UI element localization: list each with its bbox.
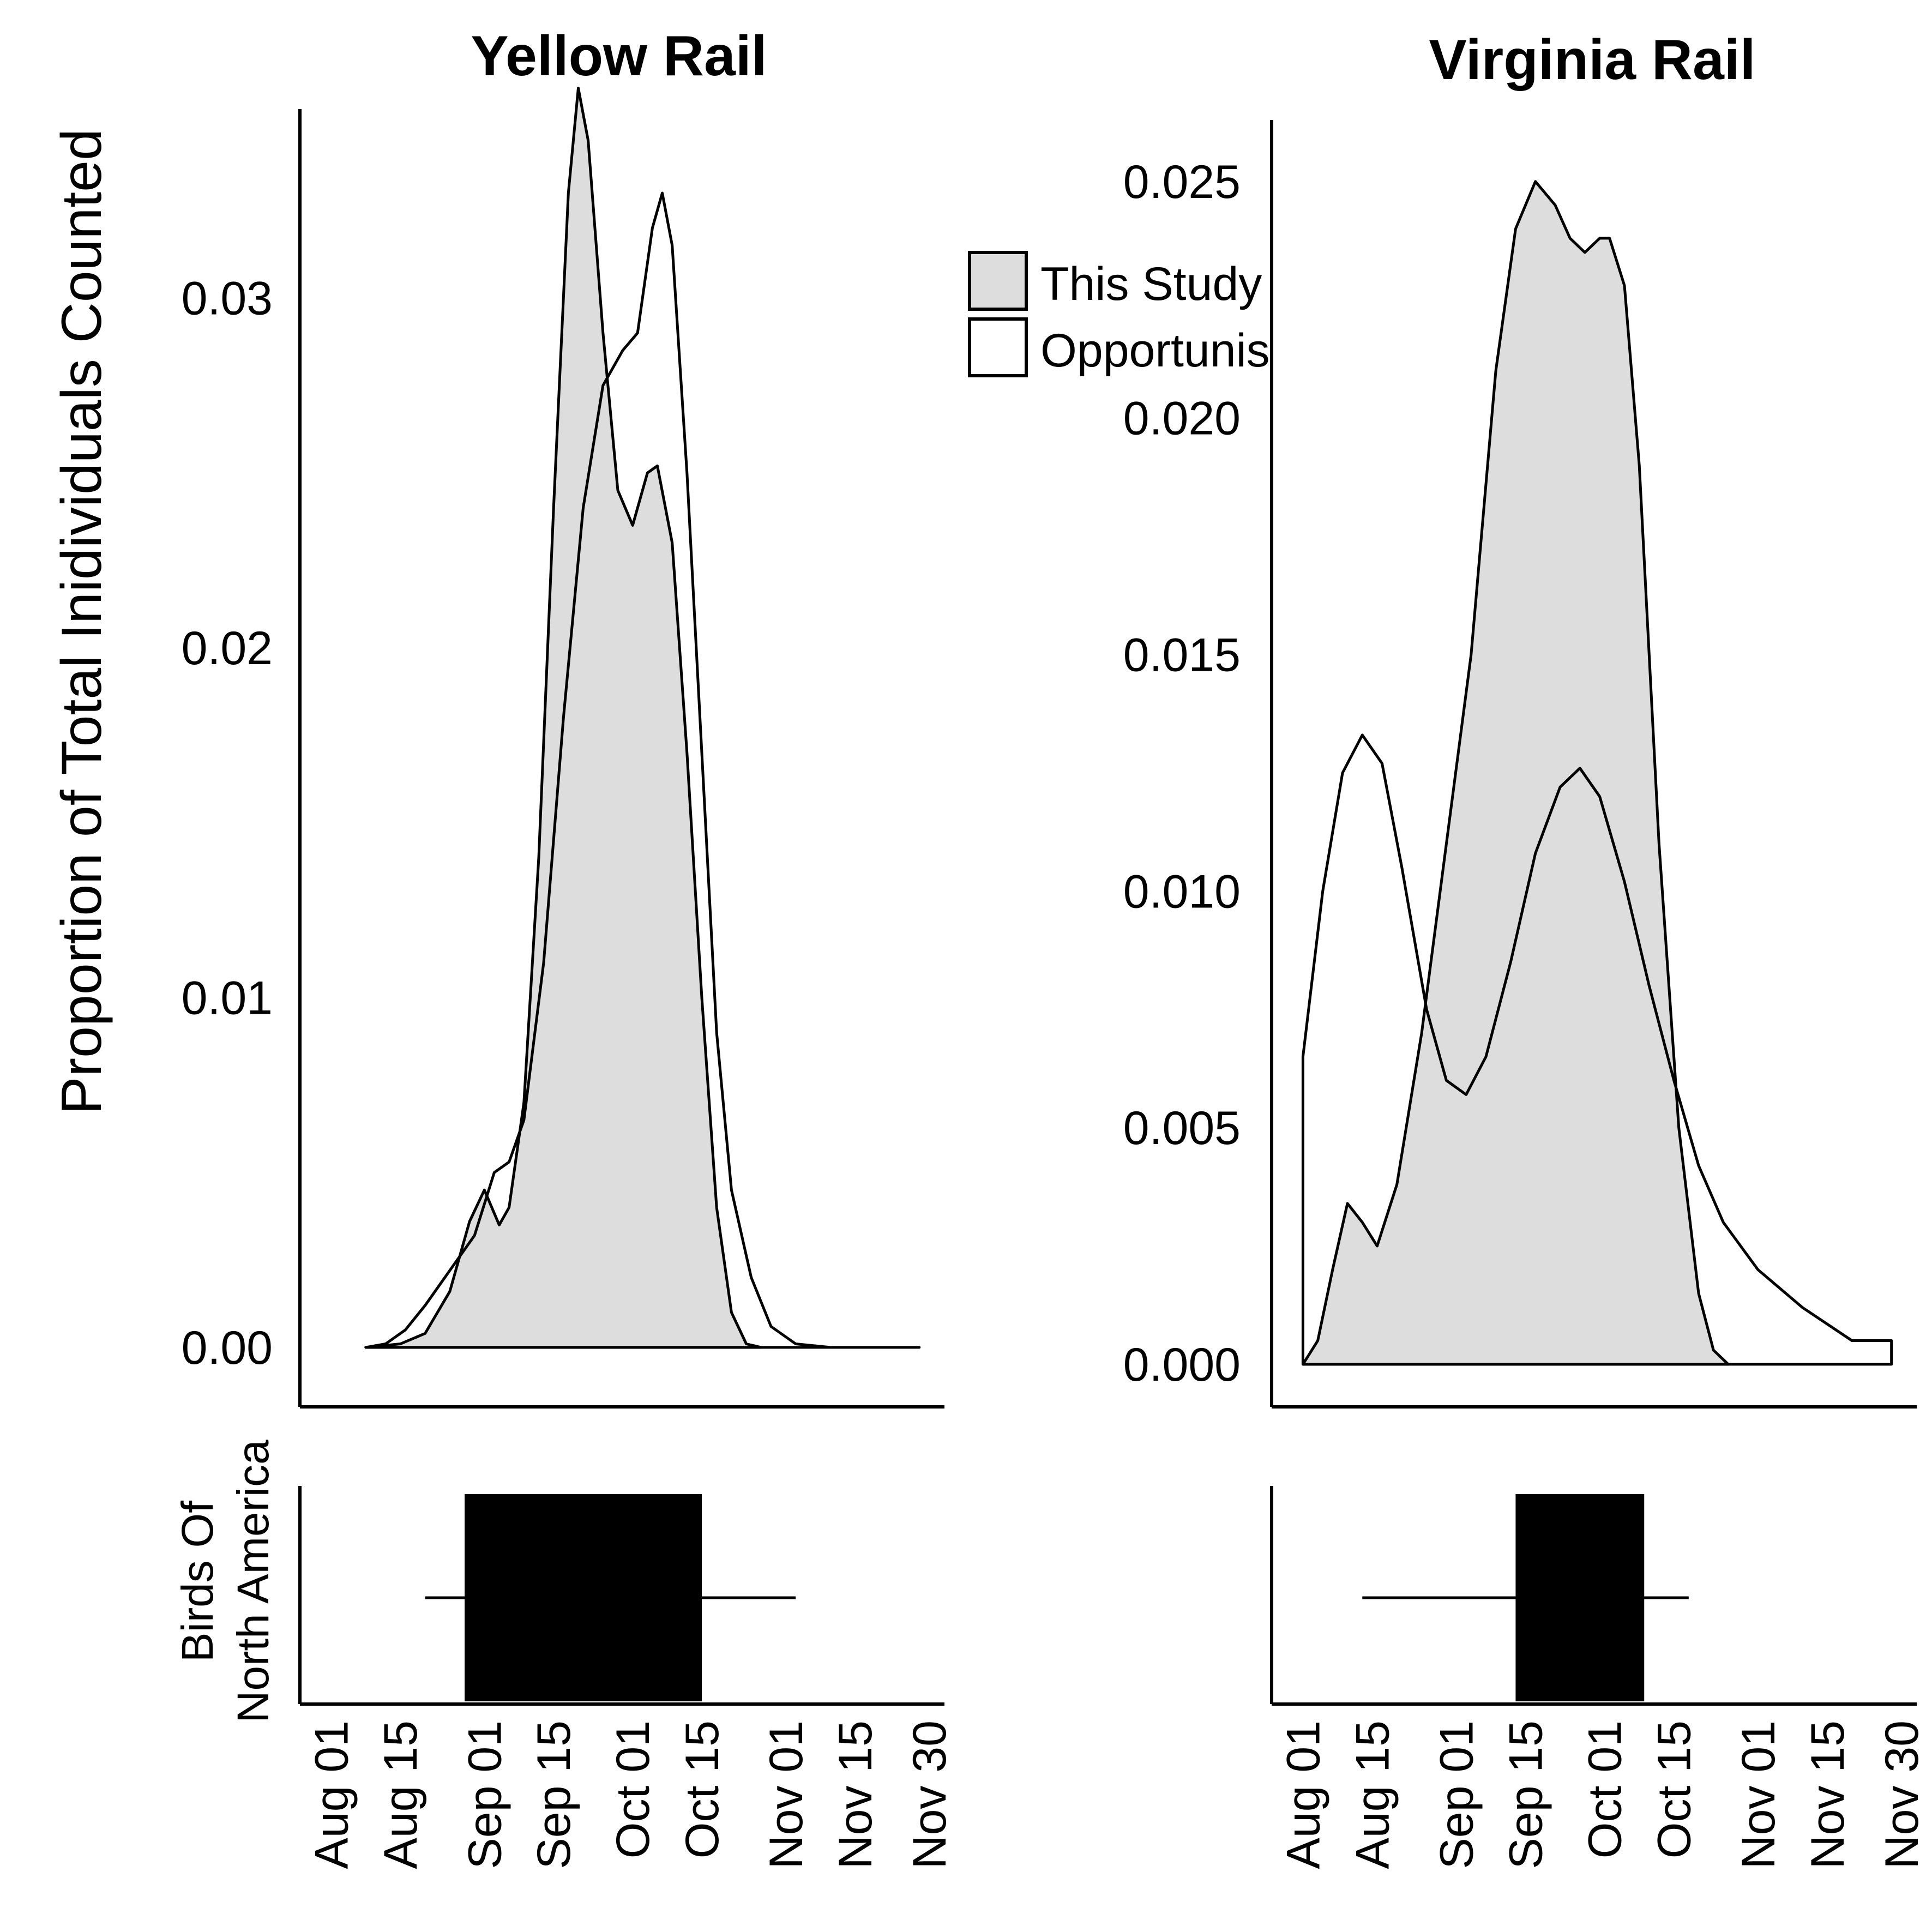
legend-swatch-opportunistic bbox=[968, 317, 1028, 377]
legend: This Study Opportunistic bbox=[968, 251, 1317, 377]
x-tick-label: Aug 15 bbox=[375, 1720, 427, 1869]
x-tick-label: Sep 01 bbox=[459, 1720, 511, 1869]
x-tick-label: Sep 15 bbox=[1500, 1720, 1552, 1869]
x-ticks-yellow-rail: Aug 01 Aug 15 Sep 01 Sep 15 Oct 01 Oct 15 Nov … bbox=[305, 1720, 956, 1869]
y-tick-label: 0.020 bbox=[1123, 393, 1241, 445]
x-tick-label: Oct 15 bbox=[1648, 1720, 1701, 1858]
y-tick-label: 0.000 bbox=[1123, 1339, 1241, 1391]
density-this-study-virginia-rail bbox=[1301, 180, 1730, 1366]
x-tick-label: Oct 01 bbox=[1579, 1720, 1632, 1858]
y-tick-label: 0.00 bbox=[182, 1322, 273, 1374]
x-tick-label: Nov 30 bbox=[904, 1720, 956, 1869]
density-opportunistic-yellow-rail bbox=[364, 191, 921, 1349]
x-tick-label: Nov 01 bbox=[760, 1720, 812, 1869]
x-tick-label: Nov 15 bbox=[1802, 1720, 1854, 1869]
range-box-rect-virginia-rail bbox=[1515, 1494, 1645, 1701]
y-tick-label: 0.03 bbox=[182, 272, 273, 324]
y-ticks-virginia-rail: 0.000 0.005 0.010 0.015 0.020 0.025 bbox=[1123, 156, 1241, 1391]
legend-label-this-study: This Study bbox=[1040, 258, 1262, 310]
x-ticks-virginia-rail: Aug 01 Aug 15 Sep 01 Sep 15 Oct 01 Oct 15 Nov … bbox=[1277, 1720, 1928, 1869]
density-opportunistic-virginia-rail bbox=[1301, 733, 1893, 1366]
x-tick-label: Oct 15 bbox=[676, 1720, 729, 1858]
panel-title-yellow-rail: Yellow Rail bbox=[471, 25, 767, 88]
x-tick-label: Aug 01 bbox=[1277, 1720, 1329, 1869]
y-axis-label: Proportion of Total Inidividuals Counted bbox=[50, 129, 113, 1115]
density-plot-virginia-rail bbox=[1270, 120, 1917, 1409]
x-tick-label: Sep 15 bbox=[528, 1720, 580, 1869]
panel-virginia-rail: Virginia Rail 0.0000.0050.0100.0150.0200… bbox=[1123, 28, 1928, 1869]
panel-yellow-rail: Yellow Rail 0.00 0.01 0.02 0.03 Aug 01 Aug 1… bbox=[182, 25, 956, 1869]
y-tick-label: 0.010 bbox=[1123, 865, 1241, 918]
x-tick-label: Sep 01 bbox=[1431, 1720, 1483, 1869]
panel-title-virginia-rail: Virginia Rail bbox=[1429, 28, 1755, 92]
x-tick-label: Aug 15 bbox=[1346, 1720, 1399, 1869]
x-tick-label: Nov 01 bbox=[1732, 1720, 1785, 1869]
legend-swatch-this-study bbox=[968, 251, 1028, 311]
range-box-yellow-rail bbox=[298, 1486, 944, 1706]
y-ticks-yellow-rail: 0.00 0.01 0.02 0.03 bbox=[182, 272, 273, 1374]
box-axis-label-line2: North America bbox=[228, 1440, 278, 1723]
y-tick-label: 0.01 bbox=[182, 972, 273, 1024]
y-tick-label: 0.025 bbox=[1123, 156, 1241, 208]
range-box-virginia-rail bbox=[1270, 1486, 1917, 1706]
x-tick-label: Aug 01 bbox=[305, 1720, 358, 1869]
box-axis-label-line1: Birds Of bbox=[173, 1501, 222, 1662]
y-tick-label: 0.02 bbox=[182, 622, 273, 675]
x-tick-label: Oct 01 bbox=[607, 1720, 659, 1858]
density-plot-yellow-rail bbox=[298, 87, 944, 1409]
y-tick-label: 0.005 bbox=[1123, 1102, 1241, 1154]
legend-label-opportunistic: Opportunistic bbox=[1040, 324, 1317, 377]
y-tick-label: 0.015 bbox=[1123, 629, 1241, 681]
range-box-rect-yellow-rail bbox=[465, 1494, 702, 1701]
x-tick-label: Nov 15 bbox=[829, 1720, 882, 1869]
x-tick-label: Nov 30 bbox=[1876, 1720, 1928, 1869]
